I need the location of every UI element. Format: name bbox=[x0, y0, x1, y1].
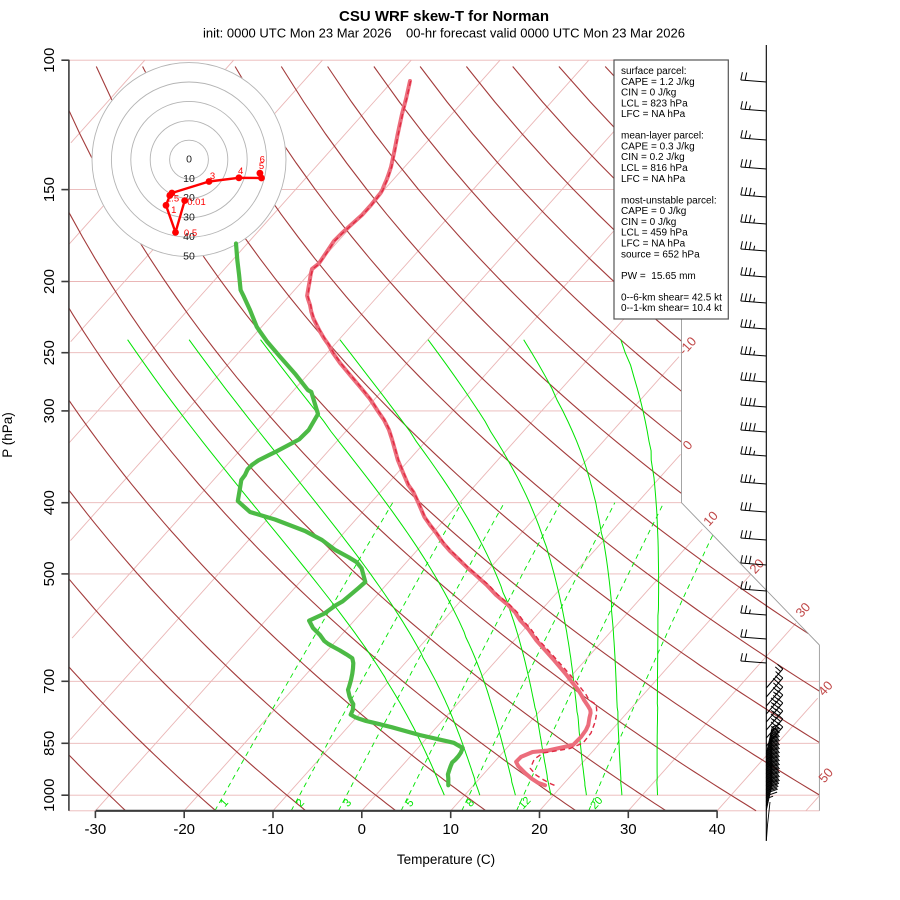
svg-text:4: 4 bbox=[238, 166, 243, 177]
svg-text:10: 10 bbox=[442, 821, 459, 838]
svg-text:PW = 15.65 mm: PW = 15.65 mm bbox=[621, 271, 696, 282]
svg-text:init: 0000 UTC Mon 23 Mar 2026: init: 0000 UTC Mon 23 Mar 2026 00-hr for… bbox=[203, 26, 685, 41]
svg-text:surface parcel:: surface parcel: bbox=[621, 66, 687, 77]
svg-text:CSU WRF skew-T for Norman: CSU WRF skew-T for Norman bbox=[339, 8, 549, 25]
svg-text:1: 1 bbox=[171, 205, 176, 216]
svg-text:CAPE = 0 J/kg: CAPE = 0 J/kg bbox=[621, 206, 686, 217]
svg-text:CAPE = 1.2 J/kg: CAPE = 1.2 J/kg bbox=[621, 77, 695, 88]
svg-text:CIN = 0.2 J/kg: CIN = 0.2 J/kg bbox=[621, 152, 685, 163]
svg-text:P (hPa): P (hPa) bbox=[0, 412, 15, 458]
svg-text:source = 652 hPa: source = 652 hPa bbox=[621, 249, 700, 260]
svg-text:40: 40 bbox=[183, 231, 195, 243]
svg-text:700: 700 bbox=[41, 669, 58, 694]
svg-text:most-unstable parcel:: most-unstable parcel: bbox=[621, 195, 717, 206]
svg-text:30: 30 bbox=[620, 821, 637, 838]
svg-text:30: 30 bbox=[183, 212, 195, 224]
svg-text:400: 400 bbox=[41, 490, 58, 515]
svg-text:100: 100 bbox=[41, 48, 58, 73]
svg-text:150: 150 bbox=[41, 177, 58, 202]
svg-text:CIN = 0 J/kg: CIN = 0 J/kg bbox=[621, 88, 676, 99]
svg-text:LFC = NA hPa: LFC = NA hPa bbox=[621, 109, 686, 120]
svg-text:20: 20 bbox=[183, 192, 195, 204]
svg-text:LCL = 459 hPa: LCL = 459 hPa bbox=[621, 228, 688, 239]
svg-text:300: 300 bbox=[41, 398, 58, 423]
svg-text:20: 20 bbox=[531, 821, 548, 838]
svg-text:LFC = NA hPa: LFC = NA hPa bbox=[621, 239, 686, 250]
svg-text:6: 6 bbox=[260, 155, 265, 166]
svg-text:0: 0 bbox=[186, 153, 192, 165]
svg-text:0: 0 bbox=[358, 821, 366, 838]
svg-text:850: 850 bbox=[41, 731, 58, 756]
svg-text:3: 3 bbox=[210, 171, 215, 182]
svg-text:mean-layer parcel:: mean-layer parcel: bbox=[621, 131, 704, 142]
svg-text:LCL = 816 hPa: LCL = 816 hPa bbox=[621, 163, 688, 174]
svg-text:CAPE = 0.3 J/kg: CAPE = 0.3 J/kg bbox=[621, 142, 695, 153]
svg-text:5: 5 bbox=[259, 161, 264, 172]
svg-text:CIN = 0 J/kg: CIN = 0 J/kg bbox=[621, 217, 676, 228]
svg-text:250: 250 bbox=[41, 340, 58, 365]
svg-text:-10: -10 bbox=[262, 821, 284, 838]
svg-text:50: 50 bbox=[183, 250, 195, 262]
svg-text:LCL = 823 hPa: LCL = 823 hPa bbox=[621, 98, 688, 109]
svg-text:0--1-km shear= 10.4 kt: 0--1-km shear= 10.4 kt bbox=[621, 303, 722, 314]
svg-text:0.5: 0.5 bbox=[184, 228, 197, 239]
svg-text:200: 200 bbox=[41, 269, 58, 294]
svg-text:1000: 1000 bbox=[41, 779, 58, 812]
svg-text:10: 10 bbox=[183, 173, 195, 185]
svg-text:-20: -20 bbox=[173, 821, 195, 838]
svg-text:-30: -30 bbox=[85, 821, 107, 838]
svg-text:0--6-km shear= 42.5 kt: 0--6-km shear= 42.5 kt bbox=[621, 292, 722, 303]
svg-text:LFC = NA hPa: LFC = NA hPa bbox=[621, 174, 686, 185]
svg-text:Temperature (C): Temperature (C) bbox=[397, 852, 495, 867]
svg-text:500: 500 bbox=[41, 561, 58, 586]
svg-text:1.5: 1.5 bbox=[166, 194, 179, 205]
svg-text:0.01: 0.01 bbox=[187, 197, 206, 208]
svg-text:40: 40 bbox=[709, 821, 726, 838]
